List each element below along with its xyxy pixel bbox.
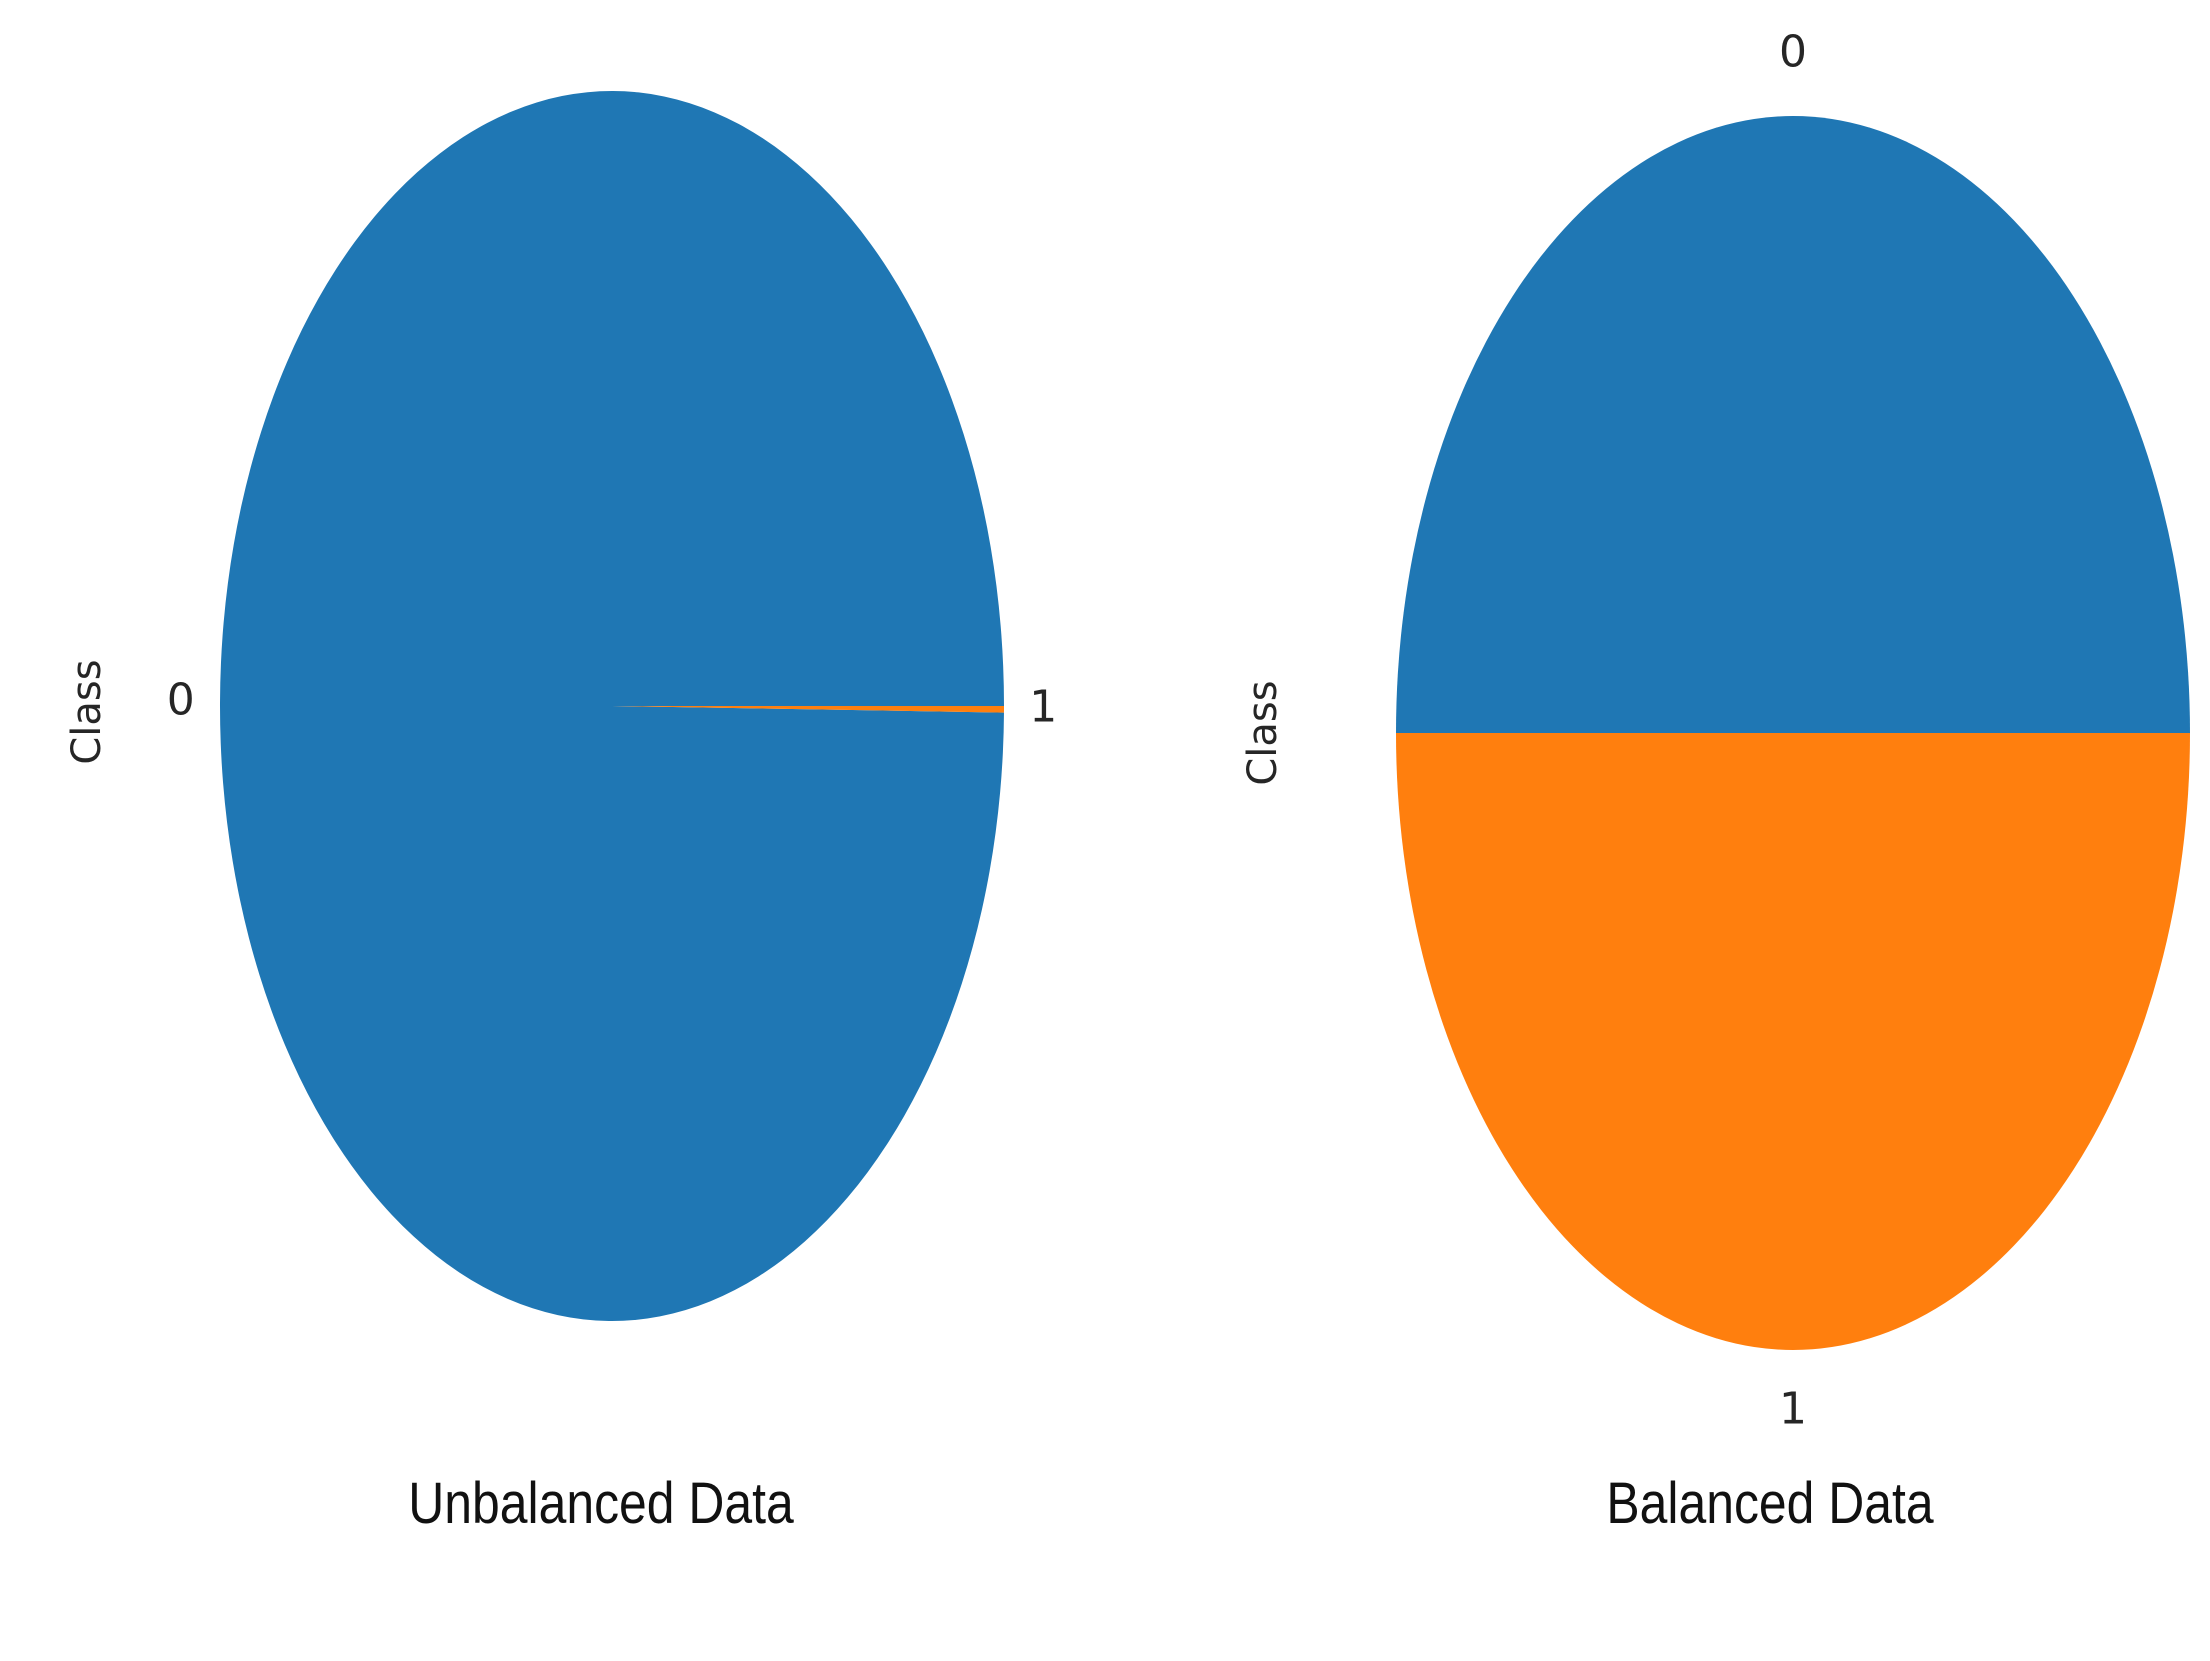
pie-0-label-0: 0	[167, 674, 195, 725]
pie-left-ylabel: Class	[64, 659, 110, 765]
pie-1-label-0: 0	[1779, 26, 1807, 77]
pie-right-title: Balanced Data	[1606, 1471, 1934, 1536]
pie-right-ylabel: Class	[1240, 680, 1286, 786]
pie-0-slice-0	[220, 91, 1005, 1322]
pie-0-label-1: 1	[1029, 682, 1057, 733]
pie-1-slice-1	[1396, 733, 2190, 1350]
pie-1-label-1: 1	[1779, 1384, 1807, 1435]
pie-1-slice-0	[1396, 116, 2190, 733]
pie-left-title: Unbalanced Data	[408, 1471, 794, 1536]
pie-0-slice-1	[612, 706, 1004, 713]
